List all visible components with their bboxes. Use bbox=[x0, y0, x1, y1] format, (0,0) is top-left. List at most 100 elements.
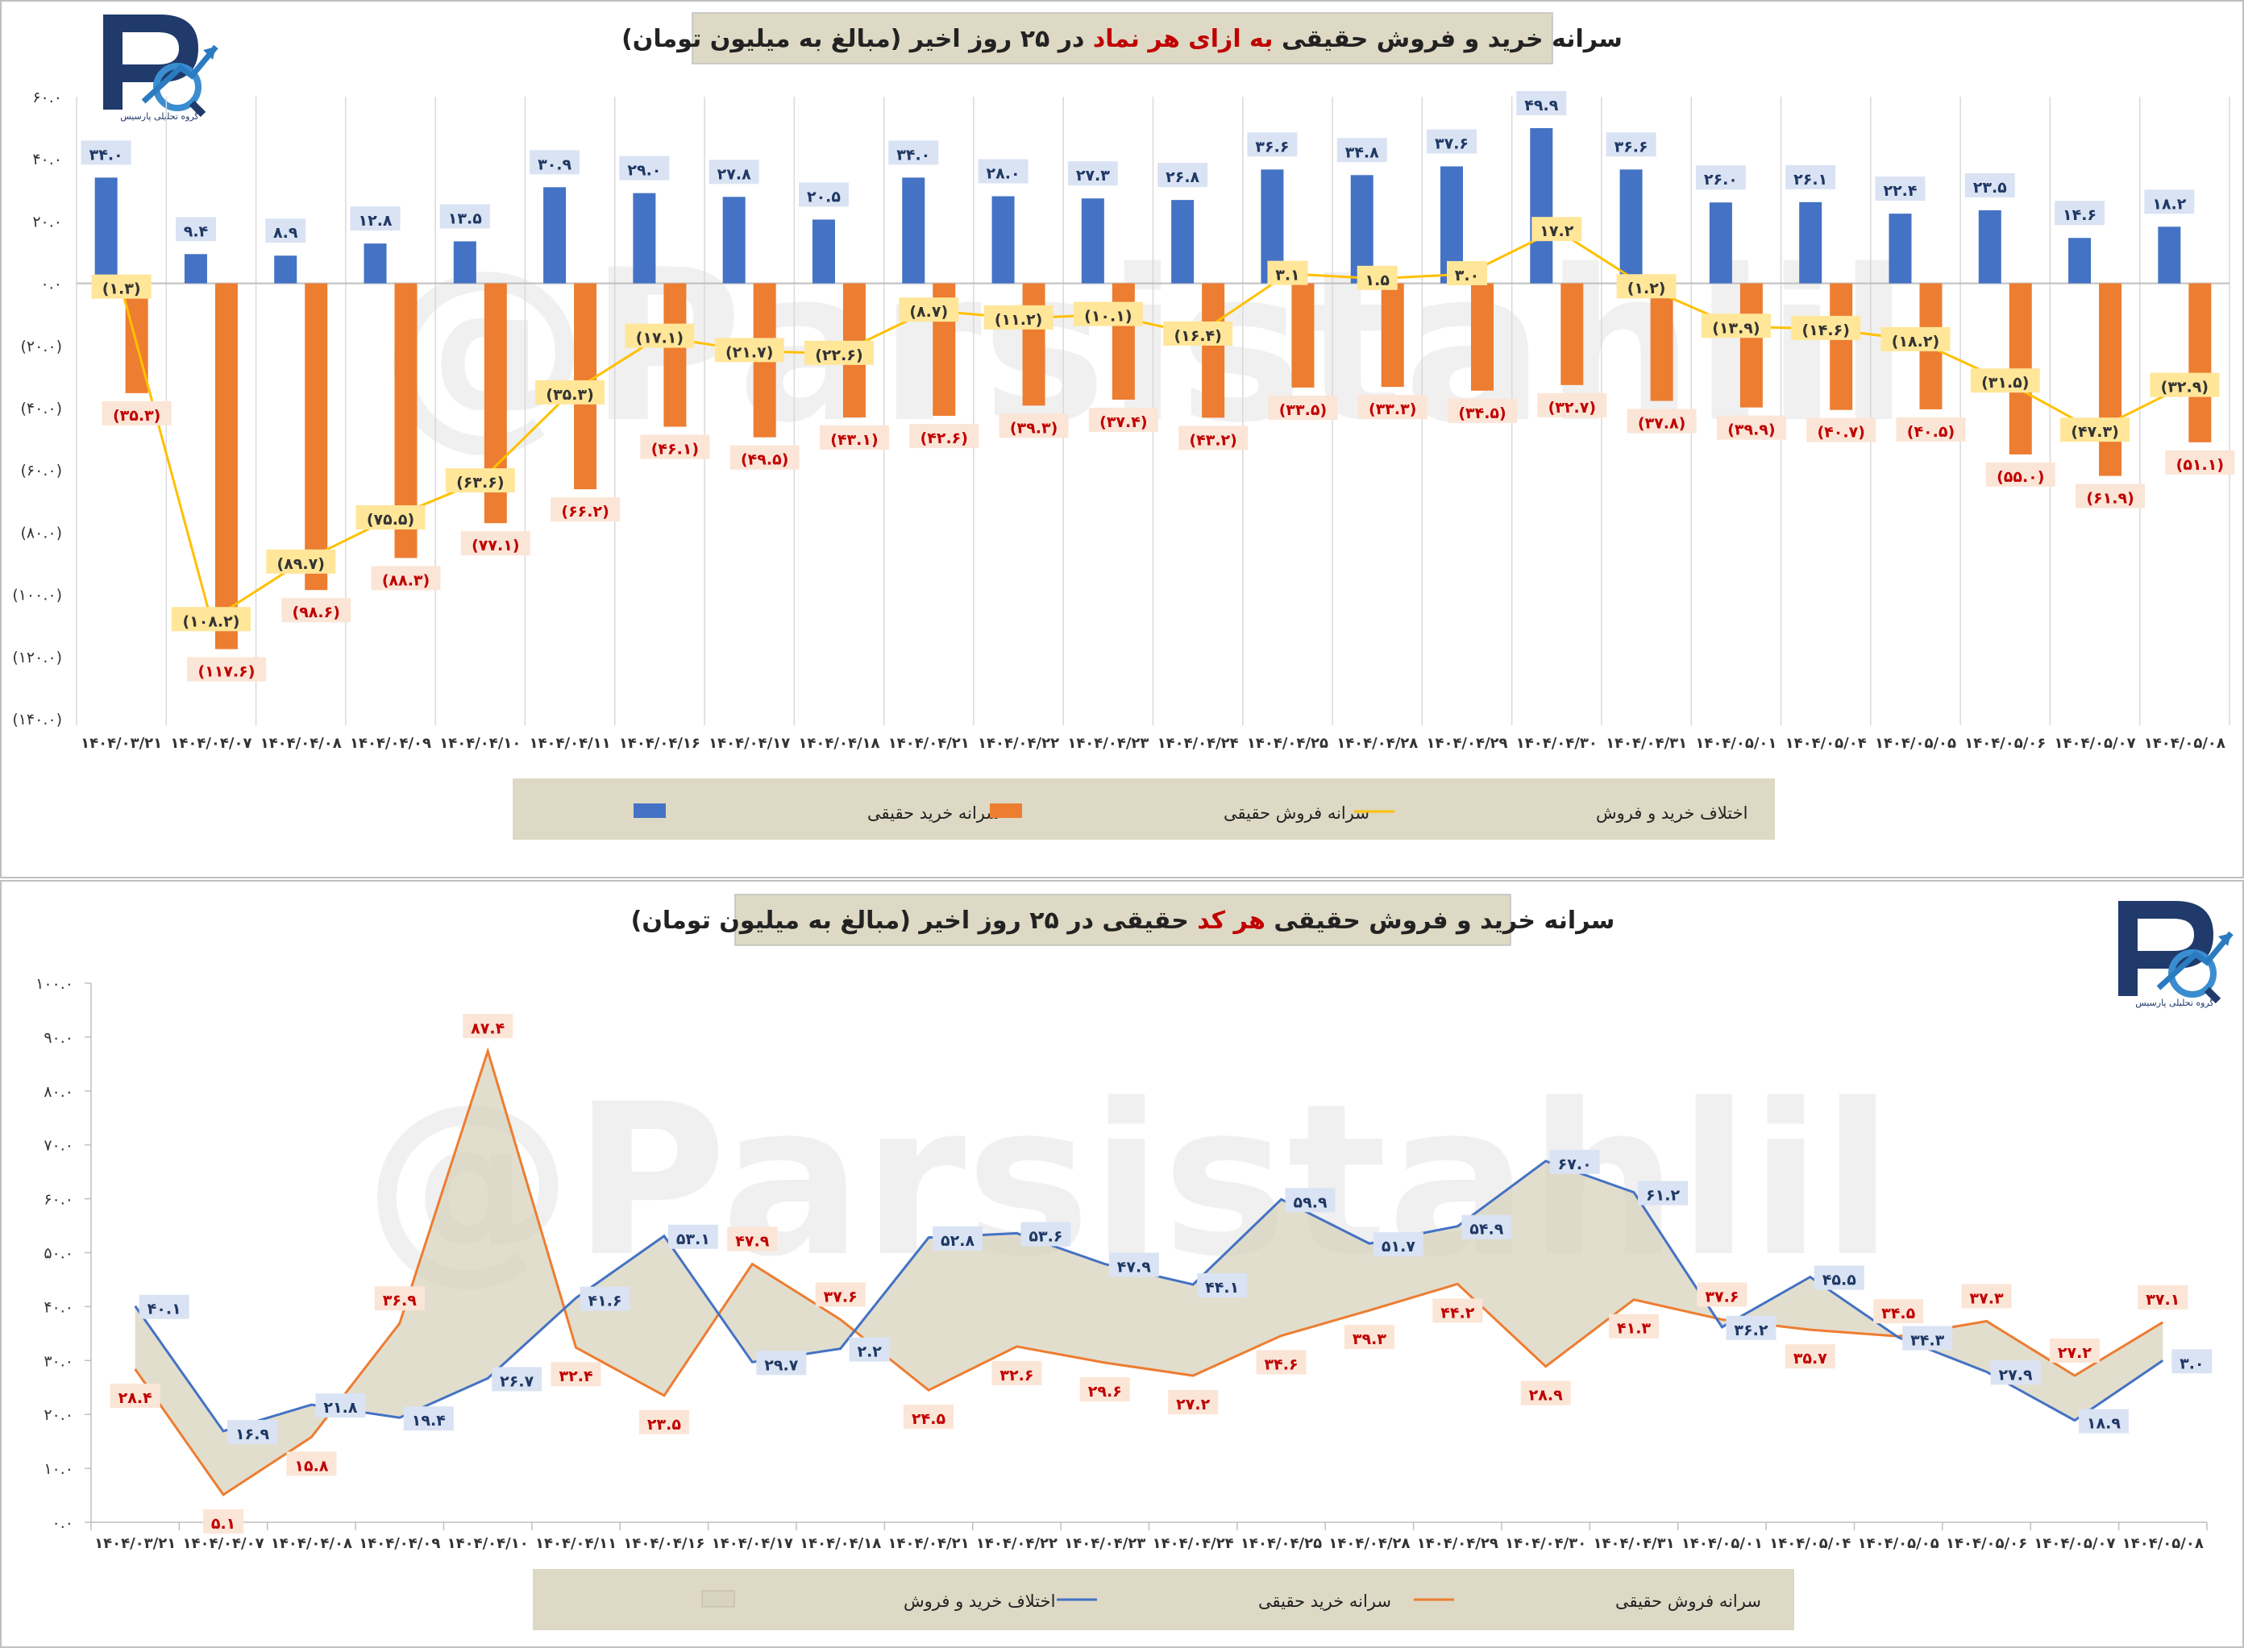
chart1-sell-label: (۱۱۷.۶) bbox=[197, 663, 255, 681]
chart1-buy-bar bbox=[1530, 127, 1553, 284]
chart1-buy-label: ۳۶.۶ bbox=[1255, 138, 1289, 156]
chart1-ytick: ۴۰.۰ bbox=[32, 151, 62, 168]
chart1-sell-label: (۷۷.۱) bbox=[472, 537, 519, 554]
chart1-buy-label-bg bbox=[265, 218, 306, 243]
chart1-buy-bar bbox=[274, 255, 297, 284]
chart1-xtick: ۱۴۰۴/۰۵/۰۵ bbox=[1875, 735, 1956, 752]
chart2-xtick: ۱۴۰۴/۰۴/۲۴ bbox=[1153, 1535, 1234, 1552]
chart2-sell-label-bg bbox=[1168, 1390, 1219, 1415]
chart1-xtick: ۱۴۰۴/۰۴/۲۹ bbox=[1426, 735, 1507, 752]
chart2-sell-label: ۳۷.۳ bbox=[1970, 1289, 2004, 1307]
chart1-sell-label: (۴۳.۱) bbox=[830, 431, 878, 449]
chart2-sell-label: ۳۷.۱ bbox=[2146, 1291, 2180, 1309]
chart1-diff-label-bg bbox=[91, 274, 152, 299]
chart2-xtick: ۱۴۰۴/۰۴/۰۸ bbox=[271, 1535, 352, 1552]
chart1-xtick: ۱۴۰۴/۰۴/۳۱ bbox=[1606, 735, 1687, 752]
chart2-xtick: ۱۴۰۴/۰۴/۲۵ bbox=[1240, 1535, 1322, 1552]
chart1-buy-label: ۴۹.۹ bbox=[1524, 97, 1558, 114]
chart2-sell-label-bg bbox=[203, 1509, 244, 1534]
chart1-diff-label-bg bbox=[1357, 265, 1398, 290]
chart1-sell-label: (۳۳.۳) bbox=[1369, 401, 1416, 418]
chart1-sell-label: (۴۰.۷) bbox=[1818, 424, 1865, 442]
chart1-sell-label-bg bbox=[1357, 395, 1427, 420]
chart2-xtick: ۱۴۰۴/۰۴/۱۶ bbox=[623, 1535, 704, 1552]
chart1-buy-label-bg bbox=[1964, 172, 2015, 197]
chart1-buy-label: ۱۳.۵ bbox=[448, 210, 482, 227]
chart1-sell-label-bg bbox=[460, 531, 530, 556]
chart1-buy-label: ۳۰.۹ bbox=[538, 156, 571, 173]
chart2-sell-label: ۲۳.۵ bbox=[647, 1416, 681, 1434]
chart1-sell-label: (۳۵.۳) bbox=[113, 407, 160, 425]
chart1-diff-label: (۳۱.۵) bbox=[1981, 374, 2029, 392]
chart1-ytick: ۶۰.۰ bbox=[32, 89, 62, 106]
chart1-sell-bar bbox=[1022, 283, 1045, 406]
chart1-diff-label-bg bbox=[445, 468, 515, 493]
chart2-sell-label: ۳۷.۶ bbox=[824, 1288, 858, 1305]
chart1-buy-label-bg bbox=[1427, 129, 1477, 154]
chart2-ytick: ۱۰۰.۰ bbox=[35, 975, 73, 993]
chart2-sell-label-bg bbox=[1432, 1298, 1483, 1323]
chart1-diff-label: (۴۷.۳) bbox=[2071, 423, 2118, 441]
chart1-sell-label-bg bbox=[2165, 450, 2235, 475]
chart2-sell-label: ۲۴.۵ bbox=[912, 1410, 945, 1428]
chart1-sell-bar bbox=[1739, 283, 1763, 408]
chart1-diff-label-bg bbox=[1880, 326, 1951, 351]
chart2-xtick: ۱۴۰۴/۰۴/۲۲ bbox=[976, 1535, 1058, 1552]
chart2: ۱۰۰.۰ ۹۰.۰ ۸۰.۰ ۷۰.۰ ۶۰.۰ ۵۰.۰ ۴۰.۰ ۳۰.۰ ۲۰.۰ ۱۰.… bbox=[35, 975, 2213, 1630]
chart1-title-c: در ۲۵ روز اخیر (مبالغ به میلیون تومان) bbox=[621, 25, 1093, 53]
chart2-sell-label: ۳۹.۳ bbox=[1353, 1330, 1386, 1348]
chart1-xtick: ۱۴۰۴/۰۴/۲۳ bbox=[1067, 735, 1149, 752]
chart2-sell-label: ۲۸.۴ bbox=[118, 1389, 152, 1407]
chart2-sell-label: ۴۱.۳ bbox=[1617, 1320, 1651, 1338]
chart2-buy-label: ۵۳.۶ bbox=[1028, 1227, 1062, 1245]
chart2-ytick: ۲۰.۰ bbox=[44, 1406, 73, 1424]
chart2-buy-label-bg bbox=[756, 1351, 807, 1376]
chart1-buy-bar bbox=[1081, 198, 1104, 284]
chart1-buy-label: ۲۰.۵ bbox=[807, 188, 841, 205]
chart1-sell-label-bg bbox=[999, 413, 1069, 438]
chart1-sell-label-bg bbox=[640, 434, 710, 459]
chart1-diff-label: (۱۸.۲) bbox=[1892, 333, 1939, 351]
chart2-buy-label: ۴۴.۱ bbox=[1205, 1279, 1239, 1297]
chart1-buy-bar bbox=[812, 219, 835, 284]
chart2-buy-label-bg bbox=[1814, 1265, 1864, 1290]
chart1-diff-label-bg bbox=[171, 607, 251, 632]
chart2-diff-area bbox=[135, 1051, 2163, 1495]
chart2-buy-label-bg bbox=[1990, 1360, 2041, 1385]
chart2-buy-label: ۳۴.۳ bbox=[1910, 1332, 1944, 1350]
chart1-sell-label: (۳۹.۳) bbox=[1010, 419, 1058, 437]
chart1-buy-label: ۳۴.۸ bbox=[1345, 143, 1379, 161]
chart2-title: سرانه خرید و فروش حقیقی هر کد حقیقی در ۲… bbox=[631, 907, 1615, 935]
chart2-sell-label: ۲۷.۲ bbox=[2058, 1344, 2092, 1362]
chart2-sell-label: ۳۲.۴ bbox=[559, 1368, 593, 1385]
chart2-buy-label: ۲۹.۷ bbox=[764, 1356, 798, 1374]
chart1-sell-label-bg bbox=[1985, 462, 2055, 487]
chart2-sell-label-bg bbox=[463, 1014, 513, 1039]
chart1-buy-bar bbox=[1978, 210, 2001, 284]
chart1-buy-label-bg bbox=[350, 206, 401, 231]
chart2-ytick: ۵۰.۰ bbox=[44, 1245, 73, 1263]
chart2-ytick: ۹۰.۰ bbox=[44, 1029, 73, 1047]
chart1-sell-label-bg bbox=[909, 424, 979, 449]
chart1-buy-bar bbox=[1619, 169, 1643, 284]
chart2-sell-label: ۳۲.۶ bbox=[999, 1367, 1033, 1384]
chart2-xtick: ۱۴۰۴/۰۴/۰۷ bbox=[183, 1535, 264, 1552]
chart1-xtick: ۱۴۰۴/۰۴/۰۸ bbox=[260, 735, 342, 752]
chart1-diff-label-bg bbox=[1073, 301, 1143, 326]
chart2-buy-label-bg bbox=[1726, 1315, 1776, 1340]
chart1-sell-label: (۴۳.۲) bbox=[1189, 431, 1236, 449]
chart1-diff-label-bg bbox=[899, 297, 959, 322]
chart1-buy-label-bg bbox=[1875, 176, 1926, 201]
logo-1-caption: گروه تحلیلی پارسیس bbox=[120, 111, 199, 122]
chart1-diff-label-bg bbox=[1701, 313, 1771, 338]
chart2-buy-label: ۳.۰ bbox=[2180, 1355, 2204, 1372]
chart1-ytick: (۱۲۰.۰) bbox=[12, 649, 62, 666]
chart1-diff-label-bg bbox=[1267, 260, 1308, 285]
chart2-ytick: ۴۰.۰ bbox=[44, 1298, 73, 1316]
chart2-buy-label: ۲۷.۹ bbox=[1999, 1366, 2033, 1384]
chart1-legend-label: سرانه فروش حقیقی bbox=[1224, 803, 1369, 823]
chart1-sell-label: (۳۷.۴) bbox=[1099, 413, 1147, 431]
chart1-diff-label-bg bbox=[714, 338, 784, 363]
chart1-diff-label-bg bbox=[1616, 274, 1677, 299]
